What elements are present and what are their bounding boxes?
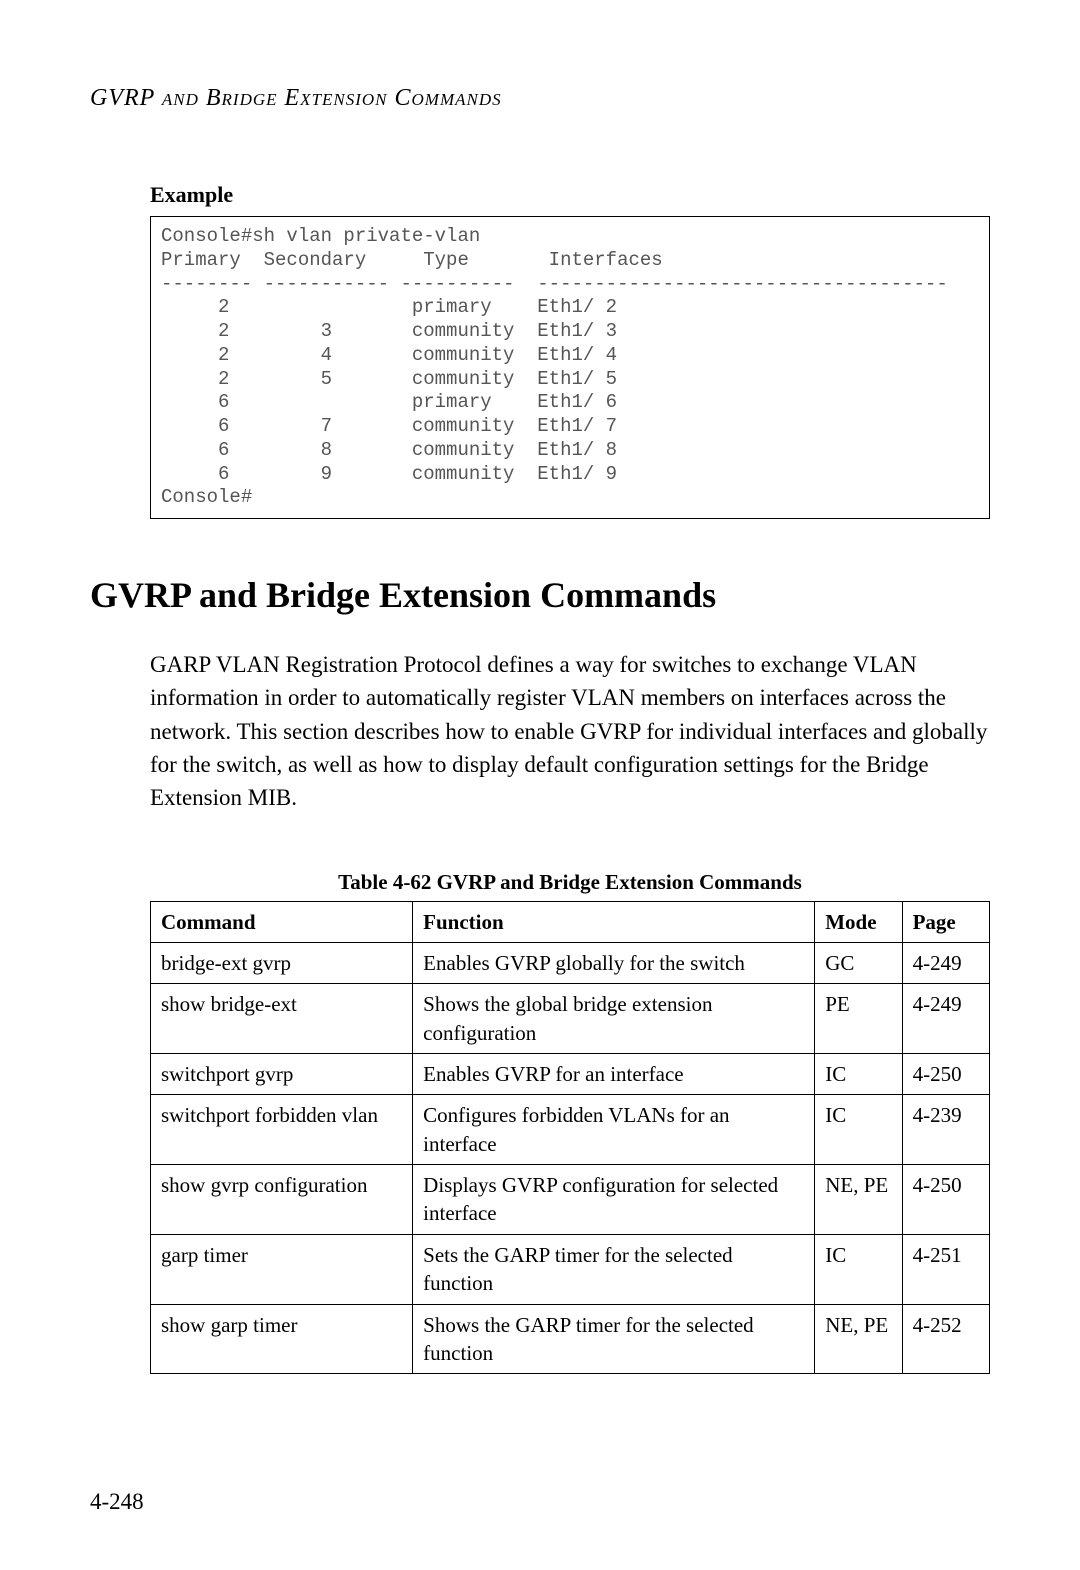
td-function: Sets the GARP timer for the selected fun… — [413, 1234, 815, 1304]
example-heading: Example — [150, 182, 990, 208]
table-row: bridge-ext gvrp Enables GVRP globally fo… — [151, 943, 990, 984]
td-page: 4-251 — [902, 1234, 989, 1304]
td-function: Configures forbidden VLANs for an interf… — [413, 1095, 815, 1165]
td-mode: GC — [815, 943, 902, 984]
table-row: garp timer Sets the GARP timer for the s… — [151, 1234, 990, 1304]
td-command: garp timer — [151, 1234, 413, 1304]
td-page: 4-250 — [902, 1054, 989, 1095]
td-function: Enables GVRP for an interface — [413, 1054, 815, 1095]
td-page: 4-249 — [902, 984, 989, 1054]
section-paragraph: GARP VLAN Registration Protocol defines … — [150, 648, 990, 815]
td-command: show bridge-ext — [151, 984, 413, 1054]
table-row: switchport gvrp Enables GVRP for an inte… — [151, 1054, 990, 1095]
th-function: Function — [413, 901, 815, 942]
table-row: switchport forbidden vlan Configures for… — [151, 1095, 990, 1165]
td-mode: IC — [815, 1234, 902, 1304]
td-page: 4-252 — [902, 1304, 989, 1374]
td-function: Displays GVRP configuration for selected… — [413, 1165, 815, 1235]
table-header-row: Command Function Mode Page — [151, 901, 990, 942]
td-mode: PE — [815, 984, 902, 1054]
td-page: 4-250 — [902, 1165, 989, 1235]
td-command: show garp timer — [151, 1304, 413, 1374]
td-function: Shows the global bridge extension config… — [413, 984, 815, 1054]
commands-table: Command Function Mode Page bridge-ext gv… — [150, 901, 990, 1374]
td-command: show gvrp configuration — [151, 1165, 413, 1235]
td-page: 4-239 — [902, 1095, 989, 1165]
td-command: switchport forbidden vlan — [151, 1095, 413, 1165]
th-page: Page — [902, 901, 989, 942]
section-body: GARP VLAN Registration Protocol defines … — [150, 648, 990, 1374]
table-row: show bridge-ext Shows the global bridge … — [151, 984, 990, 1054]
td-mode: NE, PE — [815, 1165, 902, 1235]
td-command: switchport gvrp — [151, 1054, 413, 1095]
running-head: GVRP and Bridge Extension Commands — [90, 85, 990, 112]
section-title: GVRP and Bridge Extension Commands — [90, 574, 990, 616]
table-caption: Table 4-62 GVRP and Bridge Extension Com… — [150, 870, 990, 895]
td-page: 4-249 — [902, 943, 989, 984]
th-command: Command — [151, 901, 413, 942]
td-mode: NE, PE — [815, 1304, 902, 1374]
td-function: Enables GVRP globally for the switch — [413, 943, 815, 984]
content-area: Example Console#sh vlan private-vlan Pri… — [150, 182, 990, 519]
page-number: 4-248 — [90, 1489, 144, 1515]
console-output: Console#sh vlan private-vlan Primary Sec… — [150, 216, 990, 519]
td-function: Shows the GARP timer for the selected fu… — [413, 1304, 815, 1374]
td-command: bridge-ext gvrp — [151, 943, 413, 984]
td-mode: IC — [815, 1095, 902, 1165]
table-row: show garp timer Shows the GARP timer for… — [151, 1304, 990, 1374]
th-mode: Mode — [815, 901, 902, 942]
table-row: show gvrp configuration Displays GVRP co… — [151, 1165, 990, 1235]
td-mode: IC — [815, 1054, 902, 1095]
